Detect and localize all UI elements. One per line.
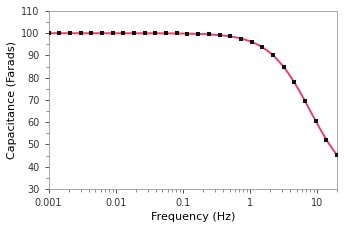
Y-axis label: Capacitance (Farads): Capacitance (Farads) (7, 41, 17, 159)
X-axis label: Frequency (Hz): Frequency (Hz) (151, 212, 235, 222)
